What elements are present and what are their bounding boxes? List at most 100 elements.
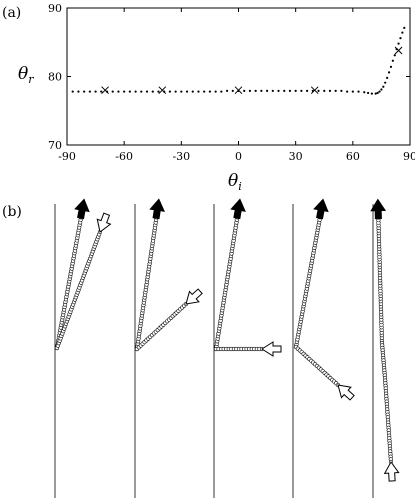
trajectory-panel [370, 198, 400, 498]
data-point [140, 90, 143, 93]
data-point [306, 89, 309, 92]
data-point [334, 89, 337, 92]
data-point [243, 89, 246, 92]
cross-marker [394, 46, 403, 55]
data-point [340, 89, 343, 92]
trajectory-panel [54, 198, 112, 498]
data-point [376, 91, 379, 95]
outgoing-arrow [230, 198, 246, 220]
y-tick-label: 90 [48, 2, 62, 15]
data-point [254, 89, 257, 92]
data-point [134, 90, 137, 93]
data-point [374, 92, 377, 95]
plot-frame [66, 7, 411, 146]
data-point [386, 76, 389, 79]
data-point [260, 89, 263, 92]
x-axis-label: θi [228, 171, 242, 193]
data-point [185, 90, 189, 93]
trajectory-panel [213, 198, 282, 498]
incoming-arrow [96, 212, 112, 233]
data-point [389, 65, 393, 69]
data-point [401, 31, 404, 34]
data-point [203, 90, 206, 93]
data-point [288, 89, 292, 92]
cross-stroke [394, 46, 403, 55]
data-point [393, 54, 396, 57]
trajectory-panel [134, 198, 203, 498]
data-point [384, 81, 387, 84]
data-point [94, 90, 97, 93]
data-point [265, 89, 269, 92]
data-point [231, 89, 234, 92]
panel-a-chart: -90 -60 -30 0 30 60 90 70 80 90 θr θi [18, 2, 415, 193]
outgoing-arrow [149, 198, 165, 220]
data-point [208, 90, 212, 93]
x-tick-label: -60 [115, 150, 133, 163]
data-point [300, 89, 303, 92]
y-tick-label: 70 [48, 139, 62, 152]
data-point [294, 89, 297, 92]
data-point [111, 90, 114, 93]
y-axis-label: θr [18, 64, 34, 86]
data-point [391, 59, 394, 62]
data-point [123, 90, 126, 93]
cross-stroke [310, 86, 319, 95]
data-point [100, 90, 103, 93]
x-tick-label: 60 [346, 150, 360, 163]
data-point [117, 90, 120, 93]
cross-marker [101, 86, 109, 95]
data-point [351, 90, 354, 93]
data-point [357, 90, 360, 93]
data-point [399, 37, 402, 40]
data-point [382, 85, 385, 88]
x-tick-label: 90 [403, 150, 415, 163]
cross-marker [310, 86, 319, 95]
data-point [277, 89, 280, 92]
panel-a-label: (a) [2, 5, 21, 21]
incoming-arrow [337, 384, 355, 401]
data-point [197, 90, 200, 93]
data-point [248, 89, 252, 92]
data-point [328, 89, 332, 92]
data-point [191, 90, 194, 93]
data-point [271, 89, 274, 92]
data-point [366, 91, 370, 95]
data-point [180, 90, 183, 93]
data-point [346, 90, 349, 93]
data-point [168, 90, 171, 93]
cross-stroke [234, 86, 243, 95]
panel-b-label: (b) [2, 204, 22, 220]
data-point [214, 90, 217, 93]
data-point [378, 90, 381, 93]
panel-b-trajectories [54, 198, 400, 498]
data-point [387, 71, 391, 74]
cross-marker [234, 86, 243, 95]
data-point [157, 90, 160, 93]
data-point [220, 90, 223, 93]
data-point [174, 90, 177, 93]
y-tick-label: 80 [48, 71, 62, 84]
data-point [363, 91, 366, 94]
outgoing-arrow [74, 198, 90, 220]
trajectory-panel [292, 198, 355, 498]
data-point [317, 89, 320, 92]
incoming-arrow [261, 341, 282, 357]
data-point [380, 88, 383, 91]
data-point [71, 90, 74, 93]
data-point [151, 90, 154, 93]
data-point [397, 42, 400, 45]
data-point [145, 90, 149, 93]
data-point [77, 90, 80, 93]
data-point [403, 26, 406, 29]
incoming-arrow [383, 461, 400, 482]
x-tick-label: -90 [58, 150, 76, 163]
data-point [88, 90, 91, 93]
cross-stroke [101, 86, 109, 95]
cross-marker [158, 86, 167, 95]
cross-stroke [158, 86, 167, 95]
data-point [283, 89, 286, 92]
x-tick-label: 30 [289, 150, 303, 163]
data-point [370, 92, 373, 95]
outgoing-arrow [370, 198, 387, 220]
